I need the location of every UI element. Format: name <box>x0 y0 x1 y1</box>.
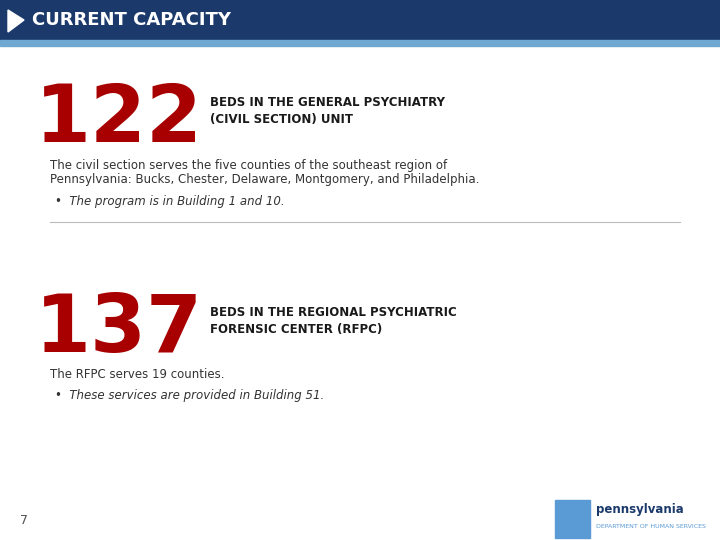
Text: 7: 7 <box>20 514 28 526</box>
Text: The civil section serves the five counties of the southeast region of: The civil section serves the five counti… <box>50 159 447 172</box>
Bar <box>0 40 720 46</box>
Text: pennsylvania: pennsylvania <box>596 503 684 516</box>
Text: Pennsylvania: Bucks, Chester, Delaware, Montgomery, and Philadelphia.: Pennsylvania: Bucks, Chester, Delaware, … <box>50 173 480 186</box>
Text: •  The program is in Building 1 and 10.: • The program is in Building 1 and 10. <box>55 195 284 208</box>
Bar <box>0 0 720 40</box>
Text: BEDS IN THE REGIONAL PSYCHIATRIC: BEDS IN THE REGIONAL PSYCHIATRIC <box>210 307 456 320</box>
Text: DEPARTMENT OF HUMAN SERVICES: DEPARTMENT OF HUMAN SERVICES <box>596 523 706 529</box>
Text: (CIVIL SECTION) UNIT: (CIVIL SECTION) UNIT <box>210 113 353 126</box>
Text: CURRENT CAPACITY: CURRENT CAPACITY <box>32 11 231 29</box>
Polygon shape <box>8 10 24 32</box>
Text: The RFPC serves 19 counties.: The RFPC serves 19 counties. <box>50 368 225 381</box>
Text: 137: 137 <box>35 291 203 369</box>
Bar <box>555 500 590 538</box>
Text: BEDS IN THE GENERAL PSYCHIATRY: BEDS IN THE GENERAL PSYCHIATRY <box>210 97 445 110</box>
Text: 122: 122 <box>35 81 203 159</box>
Text: •  These services are provided in Building 51.: • These services are provided in Buildin… <box>55 388 324 402</box>
Text: FORENSIC CENTER (RFPC): FORENSIC CENTER (RFPC) <box>210 323 382 336</box>
